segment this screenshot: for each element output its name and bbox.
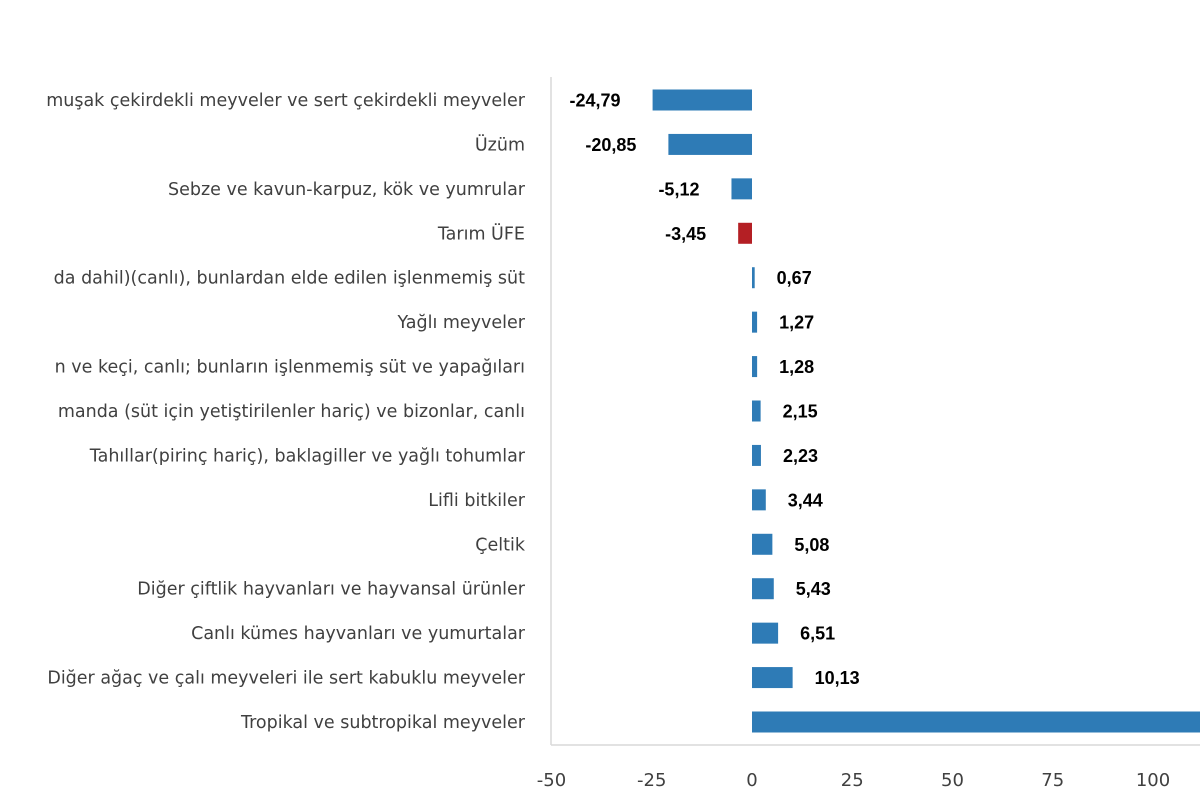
category-label: Diğer ağaç ve çalı meyveleri ile sert ka… xyxy=(47,669,525,689)
bar xyxy=(752,533,773,555)
data-label: 3,44 xyxy=(788,490,823,510)
category-label: Tahıllar(pirinç hariç), baklagiller ve y… xyxy=(89,446,526,466)
category-label: manda (süt için yetiştirilenler hariç) v… xyxy=(58,402,525,422)
bar xyxy=(752,578,774,600)
data-label: -3,45 xyxy=(665,224,706,244)
bar xyxy=(752,711,1200,733)
data-label: 2,15 xyxy=(783,402,818,422)
category-label: muşak çekirdekli meyveler ve sert çekird… xyxy=(46,91,526,111)
x-tick-label: 50 xyxy=(941,770,964,791)
data-label: 5,43 xyxy=(796,579,831,599)
x-tick-label: 75 xyxy=(1041,770,1064,791)
data-label: 2,23 xyxy=(783,446,818,466)
bar xyxy=(752,400,761,422)
x-tick-label: 100 xyxy=(1136,770,1170,791)
bar xyxy=(668,133,752,155)
bar xyxy=(752,267,755,289)
data-label: 1,28 xyxy=(779,357,814,377)
category-label: Sebze ve kavun-karpuz, kök ve yumrular xyxy=(168,180,526,200)
bar xyxy=(731,178,752,200)
data-label: 10,13 xyxy=(815,668,860,688)
x-tick-label: 0 xyxy=(746,770,757,791)
category-label: Yağlı meyveler xyxy=(396,313,525,333)
bar xyxy=(752,622,779,644)
data-label: 0,67 xyxy=(777,268,812,288)
bar xyxy=(752,444,761,466)
bar xyxy=(738,222,752,244)
bar xyxy=(652,89,752,111)
data-label: -24,79 xyxy=(570,91,621,111)
category-label: Üzüm xyxy=(475,133,525,155)
x-tick-label: -50 xyxy=(537,770,566,791)
x-tick-label: 25 xyxy=(841,770,864,791)
category-label: da dahil)(canlı), bunlardan elde edilen … xyxy=(54,269,525,289)
data-label: 1,27 xyxy=(779,313,814,333)
bar xyxy=(752,489,766,511)
category-label: Diğer çiftlik hayvanları ve hayvansal ür… xyxy=(137,580,526,600)
data-label: -20,85 xyxy=(585,135,636,155)
data-label: -5,12 xyxy=(658,179,699,199)
category-label: Çeltik xyxy=(475,535,526,555)
category-label: Tarım ÜFE xyxy=(437,222,525,244)
category-label: Canlı kümes hayvanları ve yumurtalar xyxy=(191,624,526,644)
category-label: n ve keçi, canlı; bunların işlenmemiş sü… xyxy=(55,358,525,378)
x-tick-label: -25 xyxy=(637,770,666,791)
bar xyxy=(752,667,793,689)
bar xyxy=(752,311,758,333)
data-label: 6,51 xyxy=(800,624,835,644)
category-label: Tropikal ve subtropikal meyveler xyxy=(240,713,526,733)
category-label: Lifli bitkiler xyxy=(428,491,526,511)
data-label: 5,08 xyxy=(794,535,829,555)
bar xyxy=(752,356,758,378)
